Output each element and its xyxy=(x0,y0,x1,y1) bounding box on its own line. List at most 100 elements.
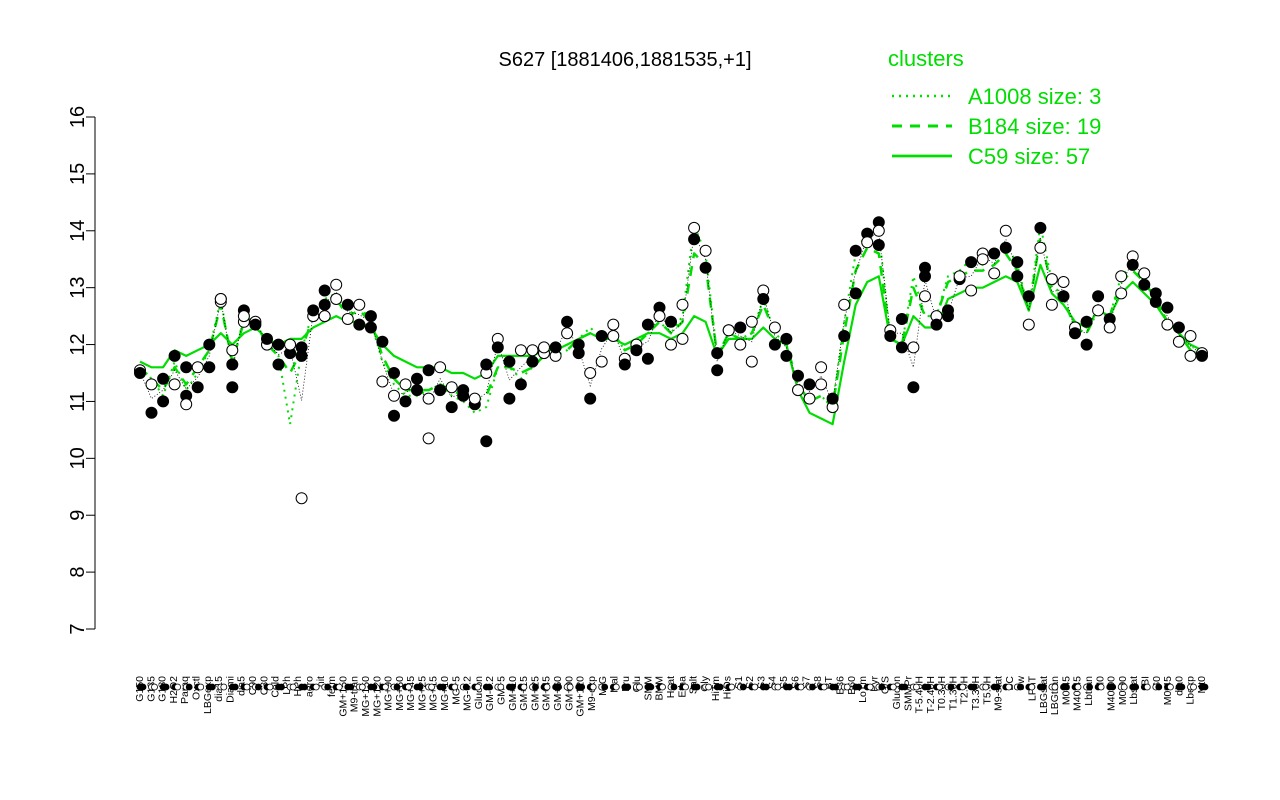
data-point xyxy=(468,392,481,405)
data-points xyxy=(134,216,1208,505)
data-point xyxy=(514,344,527,357)
x-tick-label: MG-0.2 xyxy=(462,676,474,711)
data-point xyxy=(226,358,239,371)
rug-mark xyxy=(312,683,320,691)
rug-mark xyxy=(832,683,839,691)
data-point xyxy=(1172,335,1185,348)
rug-mark xyxy=(1201,683,1209,691)
data-point xyxy=(607,330,620,342)
data-point xyxy=(1172,321,1185,334)
x-tick-label: T0.30H xyxy=(936,676,948,710)
x-tick-label: LBGtran xyxy=(1049,676,1061,715)
data-point xyxy=(757,293,770,305)
data-point xyxy=(953,270,966,283)
data-point xyxy=(618,358,631,371)
rug-mark xyxy=(1005,683,1013,691)
rug-mark xyxy=(762,683,770,691)
y-tick-label: 11 xyxy=(67,391,89,412)
data-point xyxy=(480,358,493,371)
rug-mark xyxy=(1167,683,1174,691)
rug-mark xyxy=(578,683,586,691)
rug-mark xyxy=(566,683,574,691)
rug-mark xyxy=(358,683,366,691)
data-point xyxy=(237,310,250,323)
data-point xyxy=(388,409,400,422)
x-tick-label: GM+25 xyxy=(529,676,541,711)
data-point xyxy=(191,381,204,394)
data-point xyxy=(792,369,804,382)
rug-mark xyxy=(786,683,793,691)
legend-label: C59 size: 57 xyxy=(968,144,1090,169)
rug-mark xyxy=(347,683,355,691)
rug-mark xyxy=(543,683,551,691)
data-point xyxy=(1045,273,1058,286)
data-point xyxy=(803,378,816,391)
data-point xyxy=(641,352,654,365)
data-point xyxy=(318,298,331,311)
data-point xyxy=(422,432,435,445)
rug-mark xyxy=(959,683,966,691)
data-point xyxy=(630,344,643,357)
data-point xyxy=(745,315,758,328)
rug-mark xyxy=(936,683,943,691)
rug-mark xyxy=(243,683,251,691)
rug-mark xyxy=(555,683,562,691)
data-point xyxy=(318,310,331,323)
data-point xyxy=(803,392,816,405)
data-point xyxy=(480,435,493,448)
data-point xyxy=(330,278,343,291)
y-tick-label: 8 xyxy=(67,567,89,578)
rug-mark xyxy=(878,683,886,691)
data-point xyxy=(434,361,447,374)
rug-mark xyxy=(889,683,897,691)
y-tick-label: 16 xyxy=(67,106,89,128)
rug-mark xyxy=(624,683,632,691)
x-tick-label: GM-0.2 xyxy=(484,676,496,711)
data-point xyxy=(641,318,654,331)
data-point xyxy=(168,349,181,362)
data-point xyxy=(514,378,527,391)
rug-mark xyxy=(924,683,932,691)
x-tick-label: T3.30H xyxy=(970,676,982,710)
rug-mark xyxy=(509,683,516,691)
data-point xyxy=(307,304,320,317)
chart-axes: 7 8 9 10 11 12 13 14 15 16 xyxy=(67,106,96,635)
x-tick-label: M0t90 xyxy=(1117,676,1129,705)
data-point xyxy=(445,381,458,394)
data-point xyxy=(561,327,574,340)
rug-mark xyxy=(266,683,274,691)
rug-mark xyxy=(947,683,955,691)
data-point xyxy=(780,349,793,362)
x-tick-label: M0t45 xyxy=(1162,676,1174,705)
data-point xyxy=(526,355,539,368)
data-point xyxy=(1115,287,1128,300)
data-point xyxy=(191,361,204,374)
rug-mark xyxy=(301,683,309,691)
data-point xyxy=(295,492,308,505)
data-point xyxy=(699,261,712,274)
data-point xyxy=(988,247,1001,260)
data-point xyxy=(203,361,216,374)
x-tick-label: M9-tran xyxy=(349,676,361,712)
rug-mark xyxy=(670,683,678,691)
data-point xyxy=(734,321,747,334)
data-point xyxy=(399,378,412,391)
chart-title: S627 [1881406,1881535,+1] xyxy=(498,49,751,71)
data-point xyxy=(318,284,331,297)
rug-mark xyxy=(1016,683,1024,691)
data-point xyxy=(780,332,793,345)
rug-mark xyxy=(497,683,505,691)
data-point xyxy=(838,330,851,342)
rug-mark xyxy=(866,683,874,691)
x-tick-label: M40t45 xyxy=(1072,676,1084,711)
data-point xyxy=(491,341,504,354)
data-point xyxy=(341,298,354,311)
legend: clusters A1008 size: 3 B184 size: 19 C59 s… xyxy=(888,46,1101,169)
rug-mark xyxy=(1178,683,1186,691)
rug-mark xyxy=(393,683,401,691)
data-point xyxy=(272,358,285,371)
rug-mark xyxy=(728,683,736,691)
data-point xyxy=(1149,295,1162,308)
data-point xyxy=(214,293,227,305)
